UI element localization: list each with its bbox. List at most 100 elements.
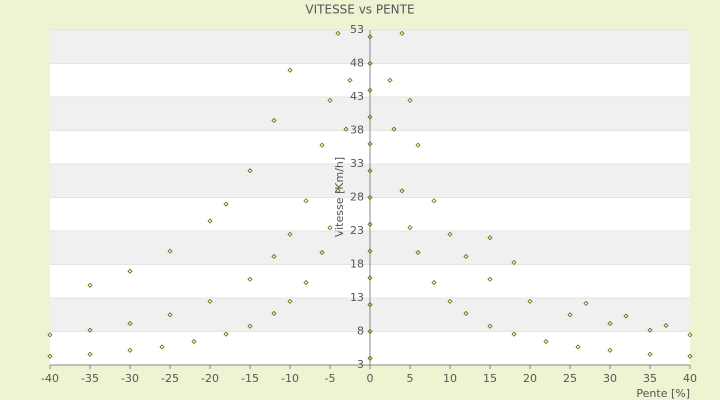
x-tick-label: 35 (643, 372, 657, 385)
point (367, 34, 373, 40)
point (431, 280, 437, 286)
x-tick-label: -40 (41, 372, 59, 385)
y-tick-label: 13 (350, 291, 364, 304)
point (583, 300, 589, 306)
point (127, 347, 133, 353)
point (647, 351, 653, 357)
point (319, 142, 325, 148)
x-tick-label: -30 (121, 372, 139, 385)
point (367, 194, 373, 201)
point (399, 30, 405, 36)
point (511, 331, 517, 337)
point (271, 253, 277, 260)
point (415, 249, 421, 256)
point (607, 320, 613, 327)
y-tick-label: 53 (350, 23, 364, 36)
point (127, 320, 133, 327)
point (207, 298, 213, 304)
point (367, 248, 373, 254)
point (287, 231, 293, 237)
x-tick-label: 10 (443, 372, 457, 385)
point (327, 225, 333, 231)
point (347, 77, 353, 83)
chart-title: VITESSE vs PENTE (305, 3, 414, 17)
point (391, 126, 397, 132)
point (367, 141, 373, 147)
point (47, 353, 53, 359)
point (527, 298, 533, 304)
point (271, 310, 277, 316)
point (623, 313, 629, 319)
x-tick-label: -25 (161, 372, 179, 385)
point (487, 235, 493, 241)
point (367, 221, 373, 227)
point (303, 198, 309, 204)
point (247, 168, 253, 174)
point (687, 332, 693, 338)
x-tick-label: 40 (683, 372, 697, 385)
point (343, 126, 349, 132)
point (127, 268, 133, 274)
point (167, 312, 173, 318)
y-tick-label: 28 (350, 191, 364, 204)
y-tick-label: 43 (350, 90, 364, 103)
point (271, 117, 277, 124)
point (367, 275, 373, 281)
x-tick-label: 30 (603, 372, 617, 385)
point (287, 298, 293, 304)
x-tick-label: 25 (563, 372, 577, 385)
point (47, 332, 53, 338)
x-tick-label: -10 (281, 372, 299, 385)
point (207, 218, 213, 224)
x-tick-label: 20 (523, 372, 537, 385)
point (663, 322, 669, 329)
point (367, 60, 373, 67)
point (431, 198, 437, 204)
point (487, 323, 493, 329)
point (463, 253, 469, 260)
y-tick-label: 8 (357, 325, 364, 338)
point (447, 231, 453, 237)
point (575, 344, 581, 350)
point (407, 225, 413, 231)
point (223, 331, 229, 337)
point (567, 312, 573, 318)
point (487, 276, 493, 282)
x-tick-label: 0 (367, 372, 374, 385)
point (367, 87, 373, 93)
x-axis-label: Pente [%] (636, 387, 690, 400)
point (387, 77, 393, 83)
point (247, 323, 253, 329)
y-tick-label: 38 (350, 124, 364, 137)
point (223, 201, 229, 207)
point (407, 97, 413, 103)
point (247, 276, 253, 282)
point (399, 188, 405, 194)
point (367, 168, 373, 174)
point (303, 280, 309, 286)
point (367, 355, 373, 361)
point (87, 351, 93, 357)
point (191, 338, 197, 345)
point (447, 298, 453, 304)
x-tick-label: 5 (407, 372, 414, 385)
y-tick-label: 23 (350, 224, 364, 237)
x-tick-label: -5 (325, 372, 336, 385)
point (367, 114, 373, 120)
x-tick-label: -15 (241, 372, 259, 385)
point (415, 142, 421, 148)
x-tick-label: 15 (483, 372, 497, 385)
point (335, 30, 341, 36)
point (647, 327, 653, 333)
point (87, 327, 93, 333)
point (335, 188, 341, 194)
point (167, 248, 173, 254)
point (159, 344, 165, 350)
point (607, 347, 613, 353)
y-tick-label: 48 (350, 57, 364, 70)
point (687, 353, 693, 359)
point (367, 328, 373, 335)
y-tick-label: 18 (350, 258, 364, 271)
y-tick-label: 33 (350, 157, 364, 170)
